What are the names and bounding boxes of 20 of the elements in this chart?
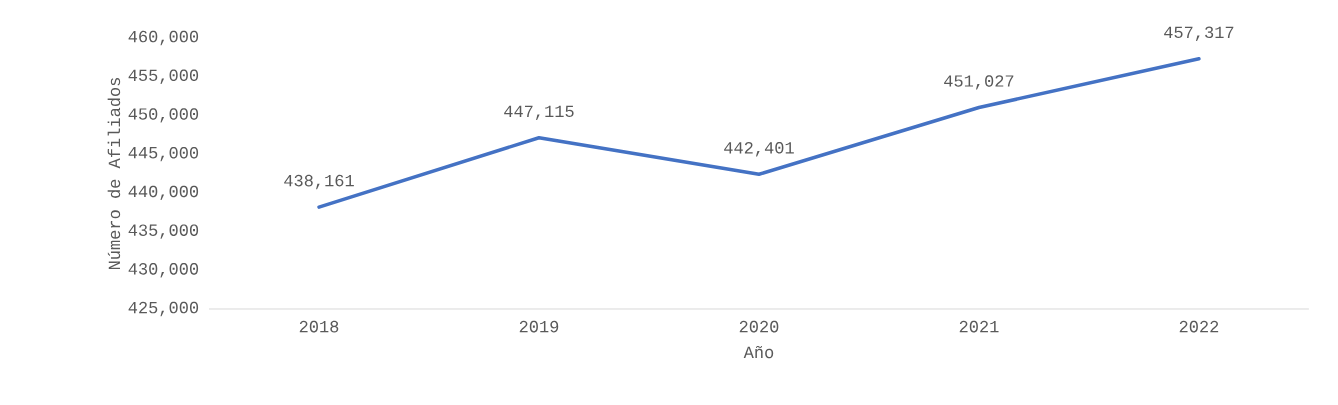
y-tick-label: 425,000	[128, 301, 199, 317]
x-axis-title: Año	[743, 345, 774, 359]
data-label: 442,401	[724, 142, 794, 157]
y-tick-label: 460,000	[128, 30, 199, 46]
data-label: 447,115	[504, 105, 574, 120]
y-tick-label: 450,000	[128, 108, 199, 123]
y-axis-title: Número de Afiliados	[107, 78, 121, 270]
x-tick-label: 2019	[519, 320, 559, 333]
y-tick-label: 435,000	[128, 224, 199, 239]
x-tick-label: 2022	[1179, 320, 1219, 333]
y-tick-label: 430,000	[128, 263, 199, 278]
x-tick-label: 2018	[299, 320, 339, 333]
data-label: 451,027	[944, 75, 1014, 90]
y-tick-label: 440,000	[128, 185, 199, 201]
y-tick-label: 455,000	[128, 69, 199, 84]
x-tick-label: 2020	[739, 320, 779, 333]
x-tick-label: 2021	[959, 320, 999, 333]
y-tick-label: 445,000	[128, 146, 199, 162]
data-label: 457,317	[1164, 26, 1234, 41]
data-label: 438,161	[284, 174, 354, 190]
